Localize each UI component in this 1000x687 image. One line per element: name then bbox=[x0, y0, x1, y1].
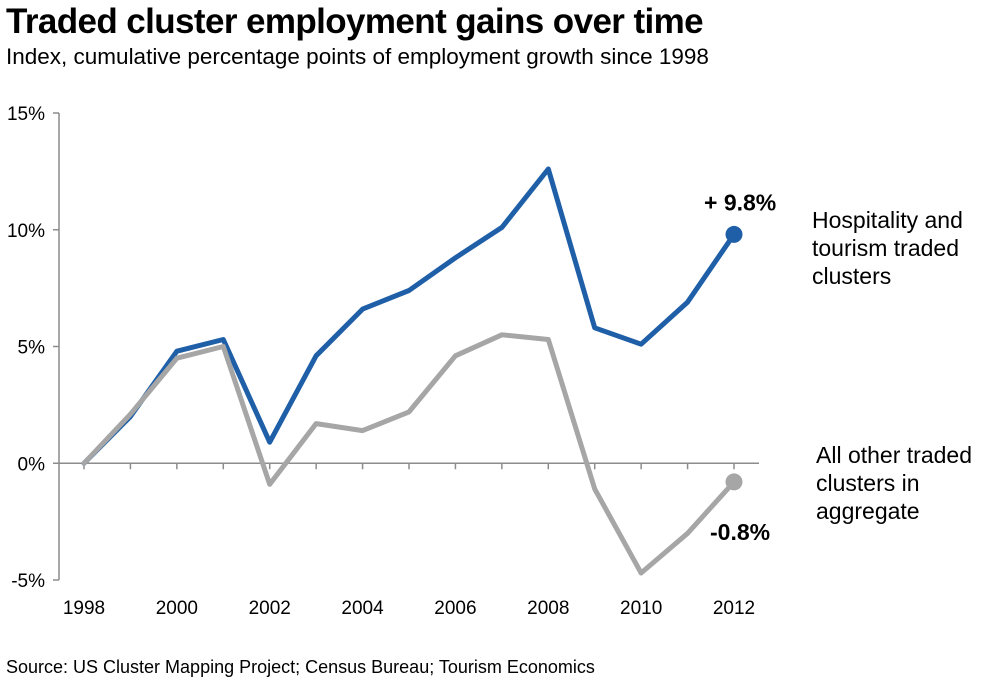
y-tick-label: 15% bbox=[7, 104, 45, 125]
chart-title: Traded cluster employment gains over tim… bbox=[6, 2, 704, 41]
chart-lines bbox=[81, 166, 743, 576]
series-label-line: Hospitality and bbox=[812, 207, 963, 233]
x-tick-label: 2004 bbox=[341, 598, 384, 619]
series-label-line: All other traded bbox=[816, 442, 972, 468]
chart-ticks: 15% 10% 5% 0% -5% 1998 2000 2002 2004 2006 2008 201… bbox=[7, 104, 755, 619]
x-tick-label: 2012 bbox=[713, 598, 755, 619]
series-label-line: aggregate bbox=[816, 498, 920, 524]
series-label-line: tourism traded bbox=[812, 235, 959, 261]
y-tick-label: 5% bbox=[18, 338, 46, 359]
hospitality-series-line bbox=[81, 166, 737, 466]
series-label-line: clusters in bbox=[816, 470, 920, 496]
y-tick-label: -5% bbox=[11, 571, 45, 592]
series-label-line: clusters bbox=[812, 263, 891, 289]
x-tick-label: 2006 bbox=[434, 598, 476, 619]
other-clusters-series-label: All other traded clusters in aggregate bbox=[816, 442, 972, 524]
chart-series-labels: + 9.8% -0.8% Hospitality and tourism traded… bbox=[704, 189, 972, 545]
chart-subtitle: Index, cumulative percentage points of e… bbox=[6, 44, 709, 69]
chart-axes bbox=[58, 113, 759, 580]
hospitality-end-value-label: + 9.8% bbox=[704, 189, 776, 215]
other-clusters-end-marker bbox=[725, 473, 743, 491]
hospitality-end-marker bbox=[725, 225, 743, 243]
y-tick-label: 0% bbox=[18, 454, 46, 475]
x-tick-label: 2002 bbox=[249, 598, 291, 619]
x-tick-label: 1998 bbox=[63, 598, 105, 619]
x-tick-label: 2000 bbox=[156, 598, 198, 619]
x-tick-label: 2010 bbox=[620, 598, 662, 619]
source-note: Source: US Cluster Mapping Project; Cens… bbox=[6, 657, 595, 677]
other-clusters-end-value-label: -0.8% bbox=[710, 519, 770, 545]
x-tick-label: 2008 bbox=[527, 598, 569, 619]
other-clusters-series-line bbox=[81, 332, 737, 576]
y-tick-label: 10% bbox=[7, 221, 45, 242]
hospitality-series-label: Hospitality and tourism traded clusters bbox=[812, 207, 963, 289]
